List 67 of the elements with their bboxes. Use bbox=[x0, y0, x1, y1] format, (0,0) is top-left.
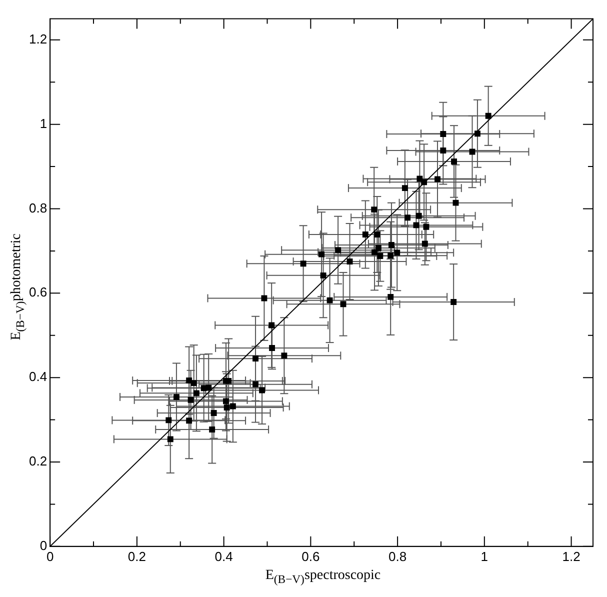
point bbox=[377, 253, 384, 259]
y-tick-label: 1 bbox=[40, 116, 48, 131]
point bbox=[402, 185, 408, 192]
point bbox=[281, 352, 288, 359]
point bbox=[167, 436, 174, 442]
x-axis-title: E$_{(B−V)}$spectroscopic bbox=[264, 568, 382, 586]
point bbox=[394, 250, 400, 256]
point bbox=[186, 418, 192, 424]
point bbox=[188, 396, 194, 403]
point bbox=[268, 322, 275, 328]
point bbox=[421, 179, 428, 186]
point bbox=[404, 214, 411, 221]
point bbox=[451, 158, 457, 164]
y-tick-label: 1.2 bbox=[28, 31, 48, 46]
point bbox=[261, 295, 268, 302]
point bbox=[374, 232, 380, 238]
y-tick-label: 0.8 bbox=[28, 200, 48, 216]
point bbox=[388, 252, 394, 259]
point bbox=[340, 301, 346, 308]
point bbox=[413, 222, 420, 228]
point bbox=[259, 387, 266, 394]
point bbox=[440, 148, 446, 154]
x-tick-label: 0.2 bbox=[128, 548, 146, 564]
point bbox=[223, 398, 229, 404]
x-tick-label: 0.4 bbox=[214, 548, 233, 564]
point bbox=[440, 131, 446, 138]
point bbox=[422, 240, 428, 247]
point bbox=[210, 410, 217, 416]
point bbox=[252, 381, 258, 388]
x-tick-label: 1.2 bbox=[562, 548, 580, 564]
point bbox=[474, 130, 480, 137]
point bbox=[166, 417, 172, 424]
point bbox=[335, 247, 342, 254]
point bbox=[388, 242, 394, 248]
point bbox=[173, 394, 180, 400]
point bbox=[371, 206, 378, 213]
point bbox=[346, 258, 353, 264]
x-tick-label: 1 bbox=[480, 548, 488, 564]
point bbox=[434, 176, 440, 182]
point bbox=[230, 403, 236, 410]
point bbox=[186, 378, 192, 384]
point bbox=[269, 345, 275, 351]
point bbox=[423, 224, 430, 230]
point bbox=[450, 299, 457, 305]
x-tick-label: 0.8 bbox=[388, 548, 407, 564]
point bbox=[318, 251, 325, 258]
point bbox=[452, 200, 459, 206]
point bbox=[300, 260, 306, 267]
point bbox=[226, 378, 232, 384]
point bbox=[320, 272, 326, 278]
y-tick-label: 0.2 bbox=[28, 454, 48, 469]
y-tick-label: 0 bbox=[40, 538, 48, 553]
point bbox=[388, 294, 394, 300]
y-tick-label: 0.6 bbox=[28, 284, 48, 300]
point bbox=[326, 297, 333, 304]
point bbox=[252, 356, 258, 362]
point bbox=[362, 232, 368, 238]
point bbox=[206, 384, 212, 391]
point bbox=[209, 426, 216, 432]
point bbox=[190, 380, 197, 386]
point bbox=[193, 390, 200, 396]
point bbox=[375, 245, 382, 251]
y-tick-label: 0.4 bbox=[28, 369, 48, 384]
point bbox=[224, 404, 230, 411]
point bbox=[416, 212, 422, 219]
x-tick-label: 0.6 bbox=[302, 548, 320, 564]
point bbox=[485, 112, 492, 119]
